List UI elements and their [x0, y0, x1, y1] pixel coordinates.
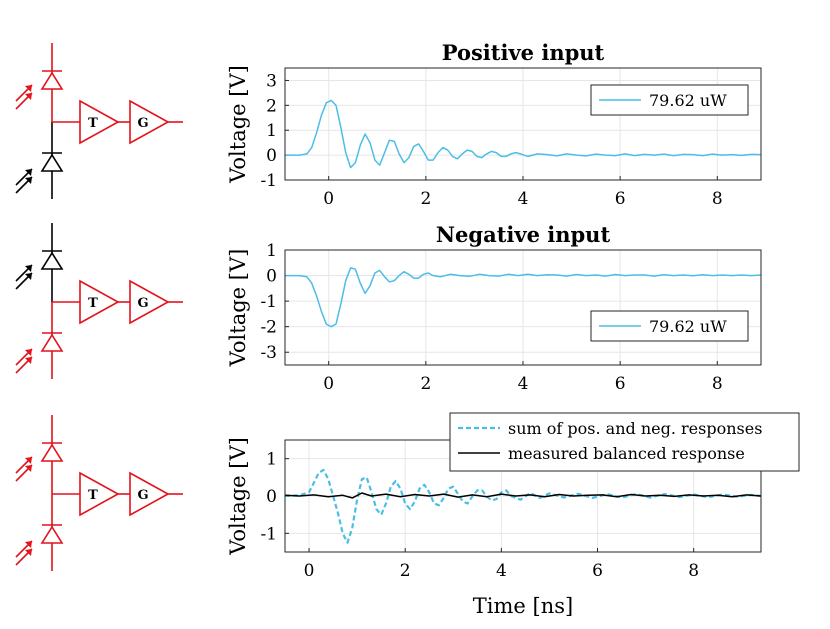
legend-label: 79.62 uW: [649, 91, 727, 110]
legend-label: sum of pos. and neg. responses: [508, 419, 762, 438]
gain-stage-icon: [129, 99, 170, 145]
legend-box: [449, 412, 800, 472]
y-tick-label: -1: [260, 171, 277, 191]
y-tick-label: -1: [260, 292, 277, 312]
series-line: [284, 468, 762, 544]
arrowhead-icon: [25, 273, 32, 280]
amplifier-icon: [79, 471, 120, 517]
amplifier-label: T: [88, 116, 98, 131]
y-axis-label: Voltage [V]: [226, 249, 250, 368]
arrowhead-icon: [25, 357, 32, 364]
x-tick-label: 2: [400, 561, 411, 581]
y-tick-label: -2: [260, 318, 277, 338]
y-tick-label: 0: [266, 267, 277, 287]
arrowhead-icon: [25, 549, 32, 556]
amplifier-label: T: [88, 488, 98, 503]
circuit-diagrams: T GT GT G: [15, 43, 183, 571]
x-tick-label: 2: [420, 189, 431, 209]
legend-label: measured balanced response: [508, 444, 745, 463]
photodiode-icon: [40, 251, 64, 270]
chart-panel: 0 2 4 6 8 -3 -2 -1 0 1 Negative input Voltage [V] 79…: [226, 222, 762, 394]
gain-label: G: [137, 488, 148, 503]
x-tick-label: 8: [688, 561, 699, 581]
x-tick-label: 0: [323, 189, 334, 209]
axes-frame: [284, 249, 762, 366]
y-tick-label: 1: [266, 241, 277, 261]
x-axis-label: Time [ns]: [473, 594, 573, 618]
y-tick-label: 1: [266, 450, 277, 470]
gain-label: G: [137, 296, 148, 311]
photodiode-icon: [40, 525, 64, 544]
arrowhead-icon: [25, 85, 32, 92]
gain-stage-icon: [129, 471, 170, 517]
arrowhead-icon: [25, 177, 32, 184]
y-tick-label: 3: [266, 71, 277, 91]
amplifier-icon: [79, 279, 120, 325]
amplifier-label: T: [88, 296, 98, 311]
series-line: [285, 99, 762, 169]
photodiode-icon: [40, 153, 64, 172]
arrowhead-icon: [25, 349, 32, 356]
gain-stage-icon: [129, 279, 170, 325]
y-tick-label: 2: [266, 96, 277, 116]
arrowhead-icon: [25, 541, 32, 548]
x-tick-label: 8: [712, 189, 723, 209]
photodiode-icon: [40, 333, 64, 352]
photodiode-icon: [40, 443, 64, 462]
series-line: [285, 267, 762, 328]
y-tick-label: -1: [260, 524, 277, 544]
chart-title: Negative input: [436, 222, 611, 247]
amplifier-icon: [79, 99, 120, 145]
legend-label: 79.62 uW: [649, 317, 727, 336]
arrowhead-icon: [25, 265, 32, 272]
y-axis-label: Voltage [V]: [226, 65, 250, 184]
x-tick-label: 6: [615, 189, 626, 209]
x-tick-label: 0: [304, 561, 315, 581]
arrowhead-icon: [25, 93, 32, 100]
x-tick-label: 4: [518, 374, 529, 394]
chart-panel: 0 2 4 6 8 -1 0 1 Voltage [V] Time [ns] sum of pos.…: [226, 412, 800, 618]
x-tick-label: 2: [420, 374, 431, 394]
x-tick-label: 4: [496, 561, 507, 581]
arrowhead-icon: [25, 465, 32, 472]
y-tick-label: -3: [260, 343, 277, 363]
arrowhead-icon: [25, 457, 32, 464]
series-line: [284, 492, 762, 499]
chart-panel: 0 2 4 6 8 -1 0 1 2 3 Positive input Voltage [V] 79.6…: [226, 40, 762, 209]
x-tick-label: 6: [615, 374, 626, 394]
x-tick-label: 4: [518, 189, 529, 209]
chart-title: Positive input: [442, 40, 605, 65]
y-tick-label: 1: [266, 121, 277, 141]
y-tick-label: 0: [266, 146, 277, 166]
y-axis-label: Voltage [V]: [226, 437, 250, 556]
photodiode-icon: [40, 71, 64, 90]
arrowhead-icon: [25, 169, 32, 176]
x-tick-label: 8: [712, 374, 723, 394]
y-tick-label: 0: [266, 487, 277, 507]
legend-box: [590, 310, 749, 342]
axes-frame: [284, 67, 762, 181]
x-tick-label: 6: [592, 561, 603, 581]
charts: 0 2 4 6 8 -1 0 1 2 3 Positive input Voltage [V] 79.6…: [226, 40, 800, 618]
gain-label: G: [137, 116, 148, 131]
x-tick-label: 0: [323, 374, 334, 394]
